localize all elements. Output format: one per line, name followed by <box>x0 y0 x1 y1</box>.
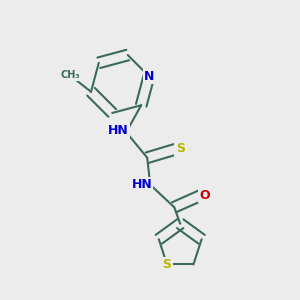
Text: N: N <box>144 70 154 83</box>
Text: CH₃: CH₃ <box>60 70 80 80</box>
Text: S: S <box>176 142 185 155</box>
Text: HN: HN <box>131 178 152 191</box>
Text: S: S <box>163 258 172 271</box>
Text: HN: HN <box>108 124 129 137</box>
Text: O: O <box>199 189 209 202</box>
